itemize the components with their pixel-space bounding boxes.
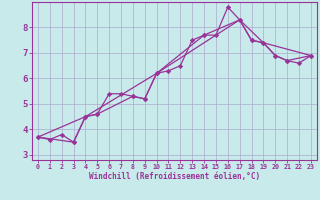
X-axis label: Windchill (Refroidissement éolien,°C): Windchill (Refroidissement éolien,°C) bbox=[89, 172, 260, 181]
